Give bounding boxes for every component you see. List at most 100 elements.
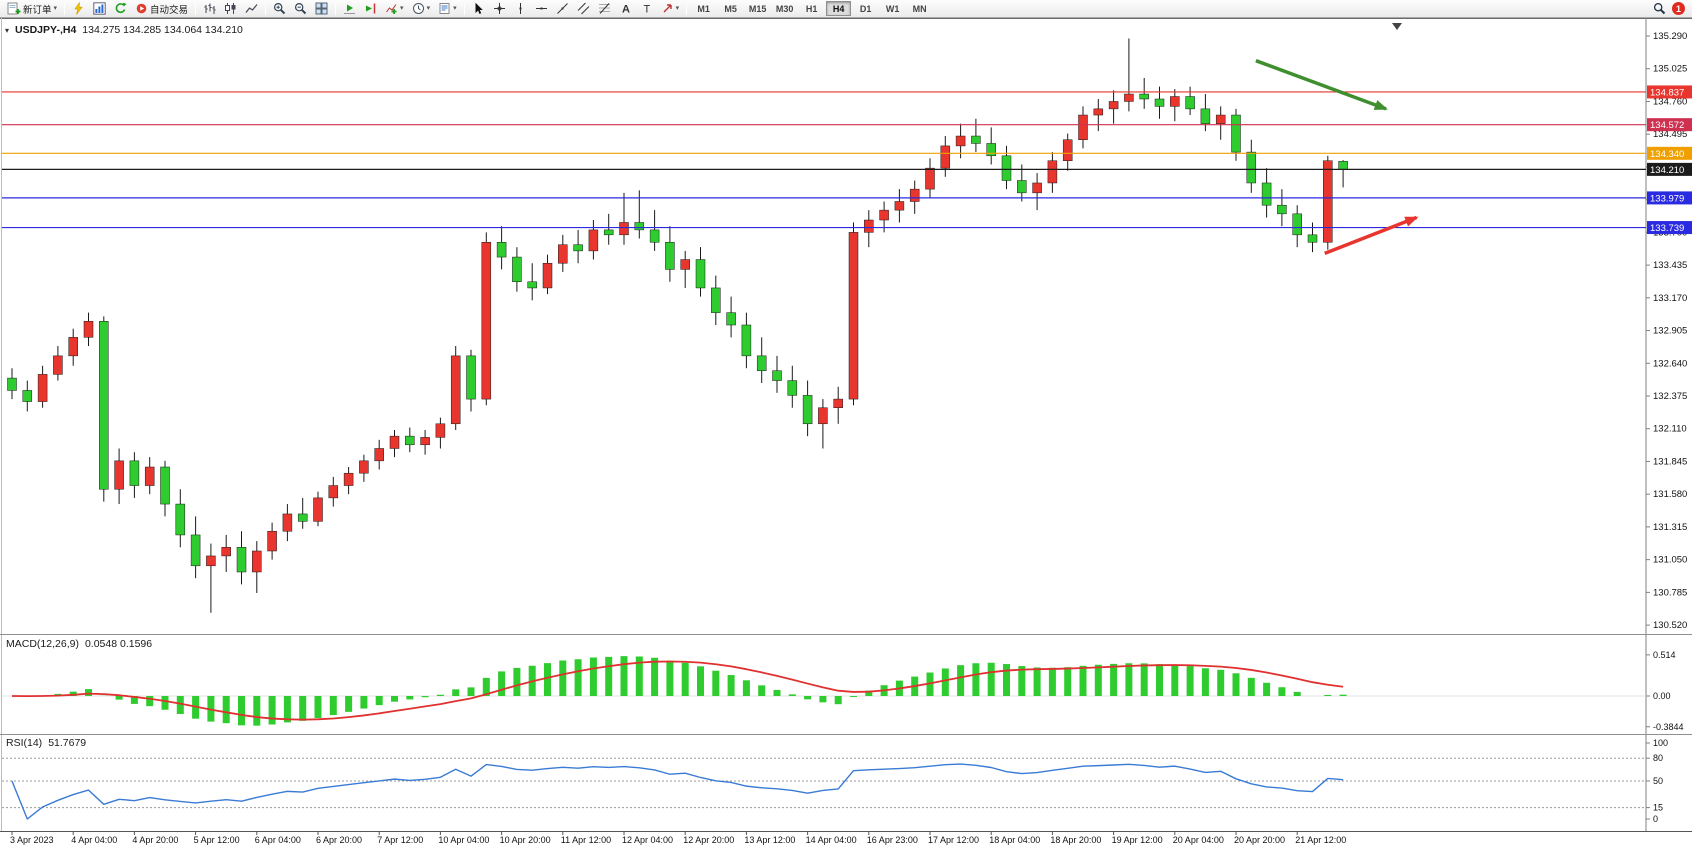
candle-body	[1338, 161, 1348, 170]
metaeditor-button[interactable]	[68, 1, 89, 17]
zoom-out-button[interactable]	[290, 1, 311, 17]
rsi-label: RSI(14) 51.7679	[6, 737, 86, 749]
candle-body	[1124, 93, 1134, 102]
chevron-down-icon: ▾	[675, 5, 680, 12]
cursor-icon	[475, 2, 483, 14]
candle-body	[252, 550, 262, 573]
chart-shift-button[interactable]	[360, 1, 381, 17]
line-chart-button[interactable]	[241, 1, 262, 17]
arrow-object-icon	[663, 4, 672, 13]
notification-badge[interactable]: 1	[1672, 2, 1685, 15]
time-axis-label: 18 Apr 20:00	[1050, 835, 1101, 845]
candle-body	[328, 485, 339, 499]
candle-body	[297, 513, 308, 522]
timeframe-button-h4[interactable]: H4	[826, 1, 852, 16]
candle-body	[68, 337, 78, 357]
horizontal-line-button[interactable]	[531, 1, 552, 17]
price-axis-label: 134.495	[1653, 129, 1687, 140]
fibonacci-button[interactable]	[594, 1, 615, 17]
collapse-icon[interactable]: ▾	[5, 26, 10, 35]
time-axis[interactable]: 3 Apr 2023 4 Apr 04:00 4 Apr 20:00 5 Apr 12…	[10, 831, 1346, 845]
templates-icon	[439, 3, 450, 14]
candle-body	[175, 503, 186, 536]
auto-scroll-button[interactable]	[339, 1, 360, 17]
timeframe-button-m5[interactable]: M5	[718, 1, 743, 16]
rsi-params: RSI(14)	[6, 737, 43, 749]
candle-body	[1170, 96, 1180, 107]
refresh-button[interactable]	[110, 1, 131, 17]
new-order-label: 新订单	[23, 4, 52, 16]
candle-body	[864, 219, 874, 233]
text-label-icon: T	[643, 4, 650, 16]
price-axis-label: 133.170	[1653, 293, 1687, 304]
candle-body	[7, 377, 17, 391]
candle-body	[1108, 101, 1119, 110]
timeframe-button-w1[interactable]: W1	[880, 1, 905, 16]
periods-button[interactable]: ▾	[408, 1, 435, 17]
text-button[interactable]: A	[615, 1, 636, 17]
bullish-arrow[interactable]	[1324, 215, 1419, 255]
time-axis-label: 21 Apr 12:00	[1295, 835, 1346, 845]
candle-body	[619, 222, 629, 236]
bar-chart-button[interactable]	[199, 1, 220, 17]
candle-body	[802, 395, 813, 425]
new-chart-button[interactable]	[89, 1, 110, 17]
zoom-in-button[interactable]	[269, 1, 290, 17]
vertical-line-button[interactable]	[510, 1, 531, 17]
auto-scroll-icon	[344, 4, 356, 14]
periods-clock-icon	[412, 3, 424, 14]
timeframe-button-m15[interactable]: M15	[745, 1, 770, 16]
price-axis-label: 134.760	[1653, 96, 1687, 107]
arrows-tool-button[interactable]: ▾	[657, 1, 684, 17]
price-axis-label: 132.905	[1653, 326, 1687, 337]
candle-body	[680, 259, 690, 270]
candle-body	[435, 423, 446, 438]
tile-windows-button[interactable]	[311, 1, 332, 17]
templates-button[interactable]: ▾	[434, 1, 461, 17]
new-order-button[interactable]: 新订单 ▾	[3, 1, 61, 17]
trendline-icon	[556, 3, 568, 14]
rsi-value: 51.7679	[48, 737, 87, 749]
time-axis-label: 6 Apr 04:00	[255, 835, 301, 845]
timeframe-button-mn[interactable]: MN	[907, 1, 932, 16]
candle-body	[711, 287, 721, 313]
autotrading-button[interactable]: 自动交易	[131, 1, 192, 17]
candle-body	[558, 244, 568, 264]
macd-axis-label: 0.00	[1653, 691, 1671, 701]
candle-body	[695, 259, 706, 289]
candle-body	[603, 229, 614, 236]
time-axis-label: 10 Apr 20:00	[500, 835, 551, 845]
trendline-button[interactable]	[552, 1, 573, 17]
timeframe-button-h1[interactable]: H1	[799, 1, 824, 16]
candle-body	[1231, 114, 1241, 153]
zoom-out-icon	[295, 2, 307, 15]
candlestick-chart-button[interactable]	[220, 1, 241, 17]
candle-body	[512, 256, 522, 283]
channel-button[interactable]	[573, 1, 594, 17]
cursor-button[interactable]	[468, 1, 489, 17]
candle-body	[190, 534, 201, 567]
text-label-button[interactable]: T	[636, 1, 657, 17]
candle-body	[83, 321, 94, 338]
candle-body	[1078, 114, 1088, 140]
indicators-button[interactable]: ▾	[381, 1, 408, 17]
price-axis-label: 133.435	[1653, 260, 1687, 271]
time-axis-label: 10 Apr 04:00	[438, 835, 489, 845]
crosshair-button[interactable]	[489, 1, 510, 17]
time-axis-label: 12 Apr 20:00	[683, 835, 734, 845]
timeframe-button-m30[interactable]: M30	[772, 1, 797, 16]
price-axis-label: 131.580	[1653, 489, 1687, 500]
candle-body	[282, 513, 293, 532]
candle-body	[496, 241, 507, 258]
price-axis-label: 132.110	[1653, 424, 1687, 435]
candlestick-chart-icon	[225, 3, 236, 14]
rsi-axis-label: 50	[1653, 776, 1663, 786]
bearish-arrow[interactable]	[1255, 59, 1388, 111]
search-button[interactable]	[1649, 1, 1670, 17]
timeframe-button-d1[interactable]: D1	[853, 1, 878, 16]
candle-body	[894, 201, 905, 211]
chart-canvas[interactable]: 135.290135.025134.760134.495134.230133.9…	[0, 18, 1692, 848]
chart-shift-marker	[1392, 23, 1402, 30]
price-tag	[1647, 85, 1692, 99]
timeframe-button-m1[interactable]: M1	[691, 1, 716, 16]
